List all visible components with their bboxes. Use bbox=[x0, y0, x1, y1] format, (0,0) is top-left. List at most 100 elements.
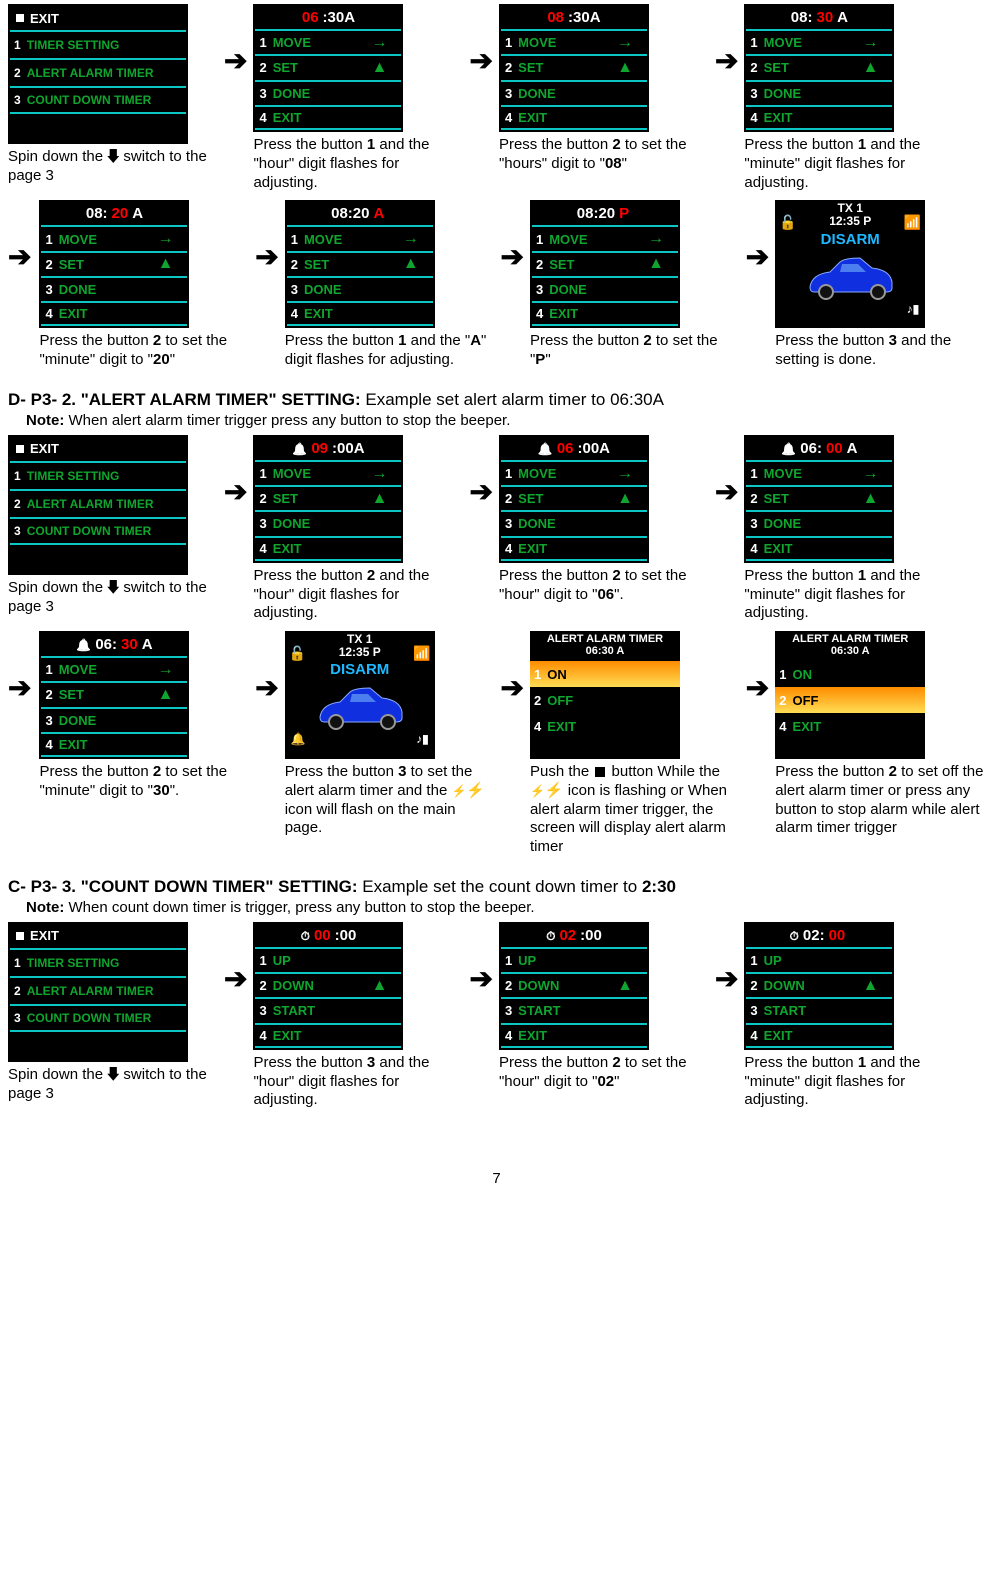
arrow-icon: ➔ bbox=[740, 200, 775, 273]
antenna-icon: 📶 bbox=[904, 214, 921, 231]
step-caption: Press the button 2 to set the "minute" d… bbox=[39, 763, 249, 801]
menu-item: 2SET▲ bbox=[746, 54, 892, 79]
menu-item: 3DONE bbox=[746, 80, 892, 105]
menu-item: 4EXIT bbox=[501, 536, 647, 561]
menu-item: 2DOWN▲ bbox=[501, 972, 647, 997]
step-caption: Press the button 1 and the "hour" digit … bbox=[253, 136, 463, 192]
alert-option: 4EXIT bbox=[530, 713, 680, 739]
step-caption: Press the button 1 and the "A" digit fla… bbox=[285, 332, 495, 370]
step-caption: Spin down the switch to the page 3 bbox=[8, 148, 218, 186]
menu-item: 1TIMER SETTING bbox=[10, 948, 186, 976]
bell-icon bbox=[76, 636, 91, 653]
stopwatch-icon bbox=[790, 927, 799, 944]
menu-item: 2SET▲ bbox=[255, 54, 401, 79]
menu-item: 3DONE bbox=[501, 510, 647, 535]
bell-icon bbox=[538, 440, 553, 457]
step-caption: Press the button 2 to set the "hours" di… bbox=[499, 136, 709, 174]
menu-item: 2ALERT ALARM TIMER bbox=[10, 58, 186, 86]
menu-item: 2SET▲ bbox=[532, 251, 678, 276]
menu-item: 4EXIT bbox=[501, 105, 647, 130]
alert-option: 4EXIT bbox=[775, 713, 925, 739]
menu-item: 4EXIT bbox=[532, 301, 678, 326]
menu-item: 4EXIT bbox=[255, 105, 401, 130]
antenna-icon: 📶 bbox=[413, 645, 430, 662]
menu-item: 2SET▲ bbox=[41, 251, 187, 276]
menu-item: 1TIMER SETTING bbox=[10, 30, 186, 58]
menu-item: 3DONE bbox=[746, 510, 892, 535]
arrow-icon: ➔ bbox=[463, 4, 498, 77]
device-screen: 06:00A 1MOVE→2SET▲3DONE4EXIT bbox=[499, 435, 649, 563]
menu-item: 2SET▲ bbox=[41, 681, 187, 706]
device-screen: 02:00 1UP2DOWN▲3START4EXIT bbox=[744, 922, 894, 1050]
menu-item: 2SET▲ bbox=[746, 485, 892, 510]
step-caption: Spin down the switch to the page 3 bbox=[8, 579, 218, 617]
menu-item: 1UP bbox=[255, 947, 401, 972]
device-screen: 00:00 1UP2DOWN▲3START4EXIT bbox=[253, 922, 403, 1050]
device-screen: 06:30A 1MOVE→2SET▲3DONE4EXIT bbox=[39, 631, 189, 759]
menu-item: 3DONE bbox=[532, 276, 678, 301]
arrow-icon: ➔ bbox=[709, 435, 744, 508]
spin-down-icon bbox=[107, 1066, 119, 1083]
device-screen: 06:30A 1MOVE→2SET▲3DONE4EXIT bbox=[253, 4, 403, 132]
menu-item: 1UP bbox=[746, 947, 892, 972]
arrow-icon: ➔ bbox=[463, 922, 498, 995]
arrow-icon: ➔ bbox=[218, 4, 253, 77]
menu-item: 2ALERT ALARM TIMER bbox=[10, 489, 186, 517]
menu-item: 3COUNT DOWN TIMER bbox=[10, 86, 186, 114]
menu-item: 1MOVE→ bbox=[255, 29, 401, 54]
arrow-icon: ➔ bbox=[709, 922, 744, 995]
square-icon bbox=[593, 763, 607, 780]
menu-item: 2SET▲ bbox=[255, 485, 401, 510]
device-screen: 02:00 1UP2DOWN▲3START4EXIT bbox=[499, 922, 649, 1050]
stopwatch-icon bbox=[546, 927, 555, 944]
step-caption: Press the button 2 to set the "P" bbox=[530, 332, 740, 370]
step-caption: Press the button 2 to set off the alert … bbox=[775, 763, 985, 838]
device-screen: EXIT 1TIMER SETTING2ALERT ALARM TIMER3CO… bbox=[8, 4, 188, 144]
menu-item: 1MOVE→ bbox=[287, 225, 433, 250]
menu-item: 2SET▲ bbox=[287, 251, 433, 276]
section-note: Note: When alert alarm timer trigger pre… bbox=[26, 412, 985, 429]
menu-item: 1UP bbox=[501, 947, 647, 972]
menu-item: 1MOVE→ bbox=[41, 225, 187, 250]
menu-item: 3START bbox=[501, 997, 647, 1022]
device-screen: 06:00A 1MOVE→2SET▲3DONE4EXIT bbox=[744, 435, 894, 563]
menu-item: 1MOVE→ bbox=[41, 656, 187, 681]
stopwatch-icon bbox=[301, 927, 310, 944]
note-icon: ♪▮ bbox=[907, 302, 920, 316]
menu-item: 3DONE bbox=[501, 80, 647, 105]
alarm-icon: ⚡ bbox=[451, 782, 485, 799]
menu-item: 4EXIT bbox=[255, 536, 401, 561]
menu-item: 3DONE bbox=[41, 707, 187, 732]
arrow-icon: ➔ bbox=[495, 200, 530, 273]
menu-item: 4EXIT bbox=[501, 1023, 647, 1048]
menu-item: 1MOVE→ bbox=[532, 225, 678, 250]
bell-icon: 🔔 bbox=[291, 732, 306, 746]
arrow-icon: ➔ bbox=[249, 631, 284, 704]
menu-item: 1TIMER SETTING bbox=[10, 461, 186, 489]
bell-icon bbox=[781, 440, 796, 457]
bell-icon bbox=[292, 440, 307, 457]
step-caption: Press the button 2 to set the "minute" d… bbox=[39, 332, 249, 370]
menu-item: 1MOVE→ bbox=[255, 460, 401, 485]
arrow-icon: ➔ bbox=[218, 922, 253, 995]
device-screen: ALERT ALARM TIMER06:30 A1ON2OFF4EXIT bbox=[775, 631, 925, 759]
device-screen: ALERT ALARM TIMER06:30 A1ON2OFF4EXIT bbox=[530, 631, 680, 759]
spin-down-icon bbox=[107, 579, 119, 596]
step-caption: Press the button 3 and the "hour" digit … bbox=[253, 1054, 463, 1110]
menu-item: 3START bbox=[746, 997, 892, 1022]
step-caption: Press the button 1 and the "minute" digi… bbox=[744, 1054, 954, 1110]
note-icon: ♪▮ bbox=[416, 732, 429, 746]
menu-item: 3START bbox=[255, 997, 401, 1022]
menu-item: 1MOVE→ bbox=[501, 460, 647, 485]
menu-item: 1MOVE→ bbox=[746, 29, 892, 54]
alarm-icon: ⚡ bbox=[530, 782, 564, 799]
step-caption: Press the button 1 and the "minute" digi… bbox=[744, 136, 954, 192]
lock-icon: 🔓 bbox=[289, 645, 306, 662]
menu-item: 3DONE bbox=[255, 80, 401, 105]
menu-item: 3COUNT DOWN TIMER bbox=[10, 1004, 186, 1032]
menu-item: 2ALERT ALARM TIMER bbox=[10, 976, 186, 1004]
device-screen: 🔓 📶 TX 112:35 P DISARM ♪▮ bbox=[775, 200, 925, 328]
device-screen: 08:30 A 1MOVE→2SET▲3DONE4EXIT bbox=[744, 4, 894, 132]
step-caption: Press the button 2 and the "hour" digit … bbox=[253, 567, 463, 623]
section-heading: C- P3- 3. "COUNT DOWN TIMER" SETTING: Ex… bbox=[8, 877, 985, 897]
